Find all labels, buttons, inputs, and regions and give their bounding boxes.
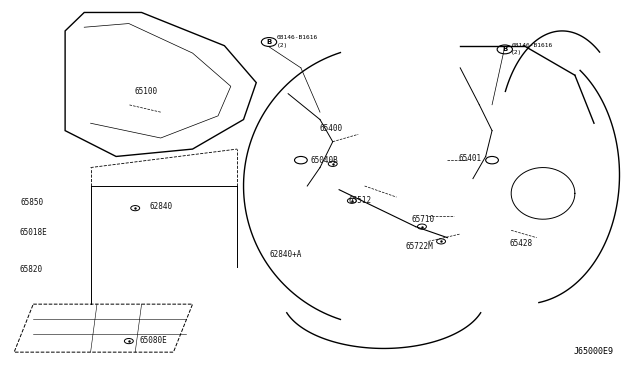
Text: 65100: 65100 bbox=[134, 87, 157, 96]
Text: 65710: 65710 bbox=[412, 215, 435, 224]
Text: 65401: 65401 bbox=[458, 154, 481, 163]
Text: (2): (2) bbox=[511, 50, 522, 55]
Text: 65040B: 65040B bbox=[310, 155, 338, 165]
Text: 65820: 65820 bbox=[19, 264, 42, 273]
Text: 65850: 65850 bbox=[20, 198, 44, 207]
Text: 65428: 65428 bbox=[509, 239, 532, 248]
Text: 62840: 62840 bbox=[149, 202, 172, 211]
Text: 65722M: 65722M bbox=[405, 243, 433, 251]
Text: 65018E: 65018E bbox=[19, 228, 47, 237]
Text: (2): (2) bbox=[276, 42, 288, 48]
Text: B: B bbox=[266, 39, 271, 45]
Text: 08146-B1616: 08146-B1616 bbox=[511, 42, 552, 48]
Text: 65400: 65400 bbox=[320, 124, 343, 133]
Text: J65000E9: J65000E9 bbox=[573, 347, 613, 356]
Text: 08146-B1616: 08146-B1616 bbox=[276, 35, 318, 40]
Text: 65080E: 65080E bbox=[140, 336, 168, 345]
Text: 62840+A: 62840+A bbox=[269, 250, 301, 259]
Text: 65512: 65512 bbox=[349, 196, 372, 205]
Text: B: B bbox=[502, 46, 508, 52]
